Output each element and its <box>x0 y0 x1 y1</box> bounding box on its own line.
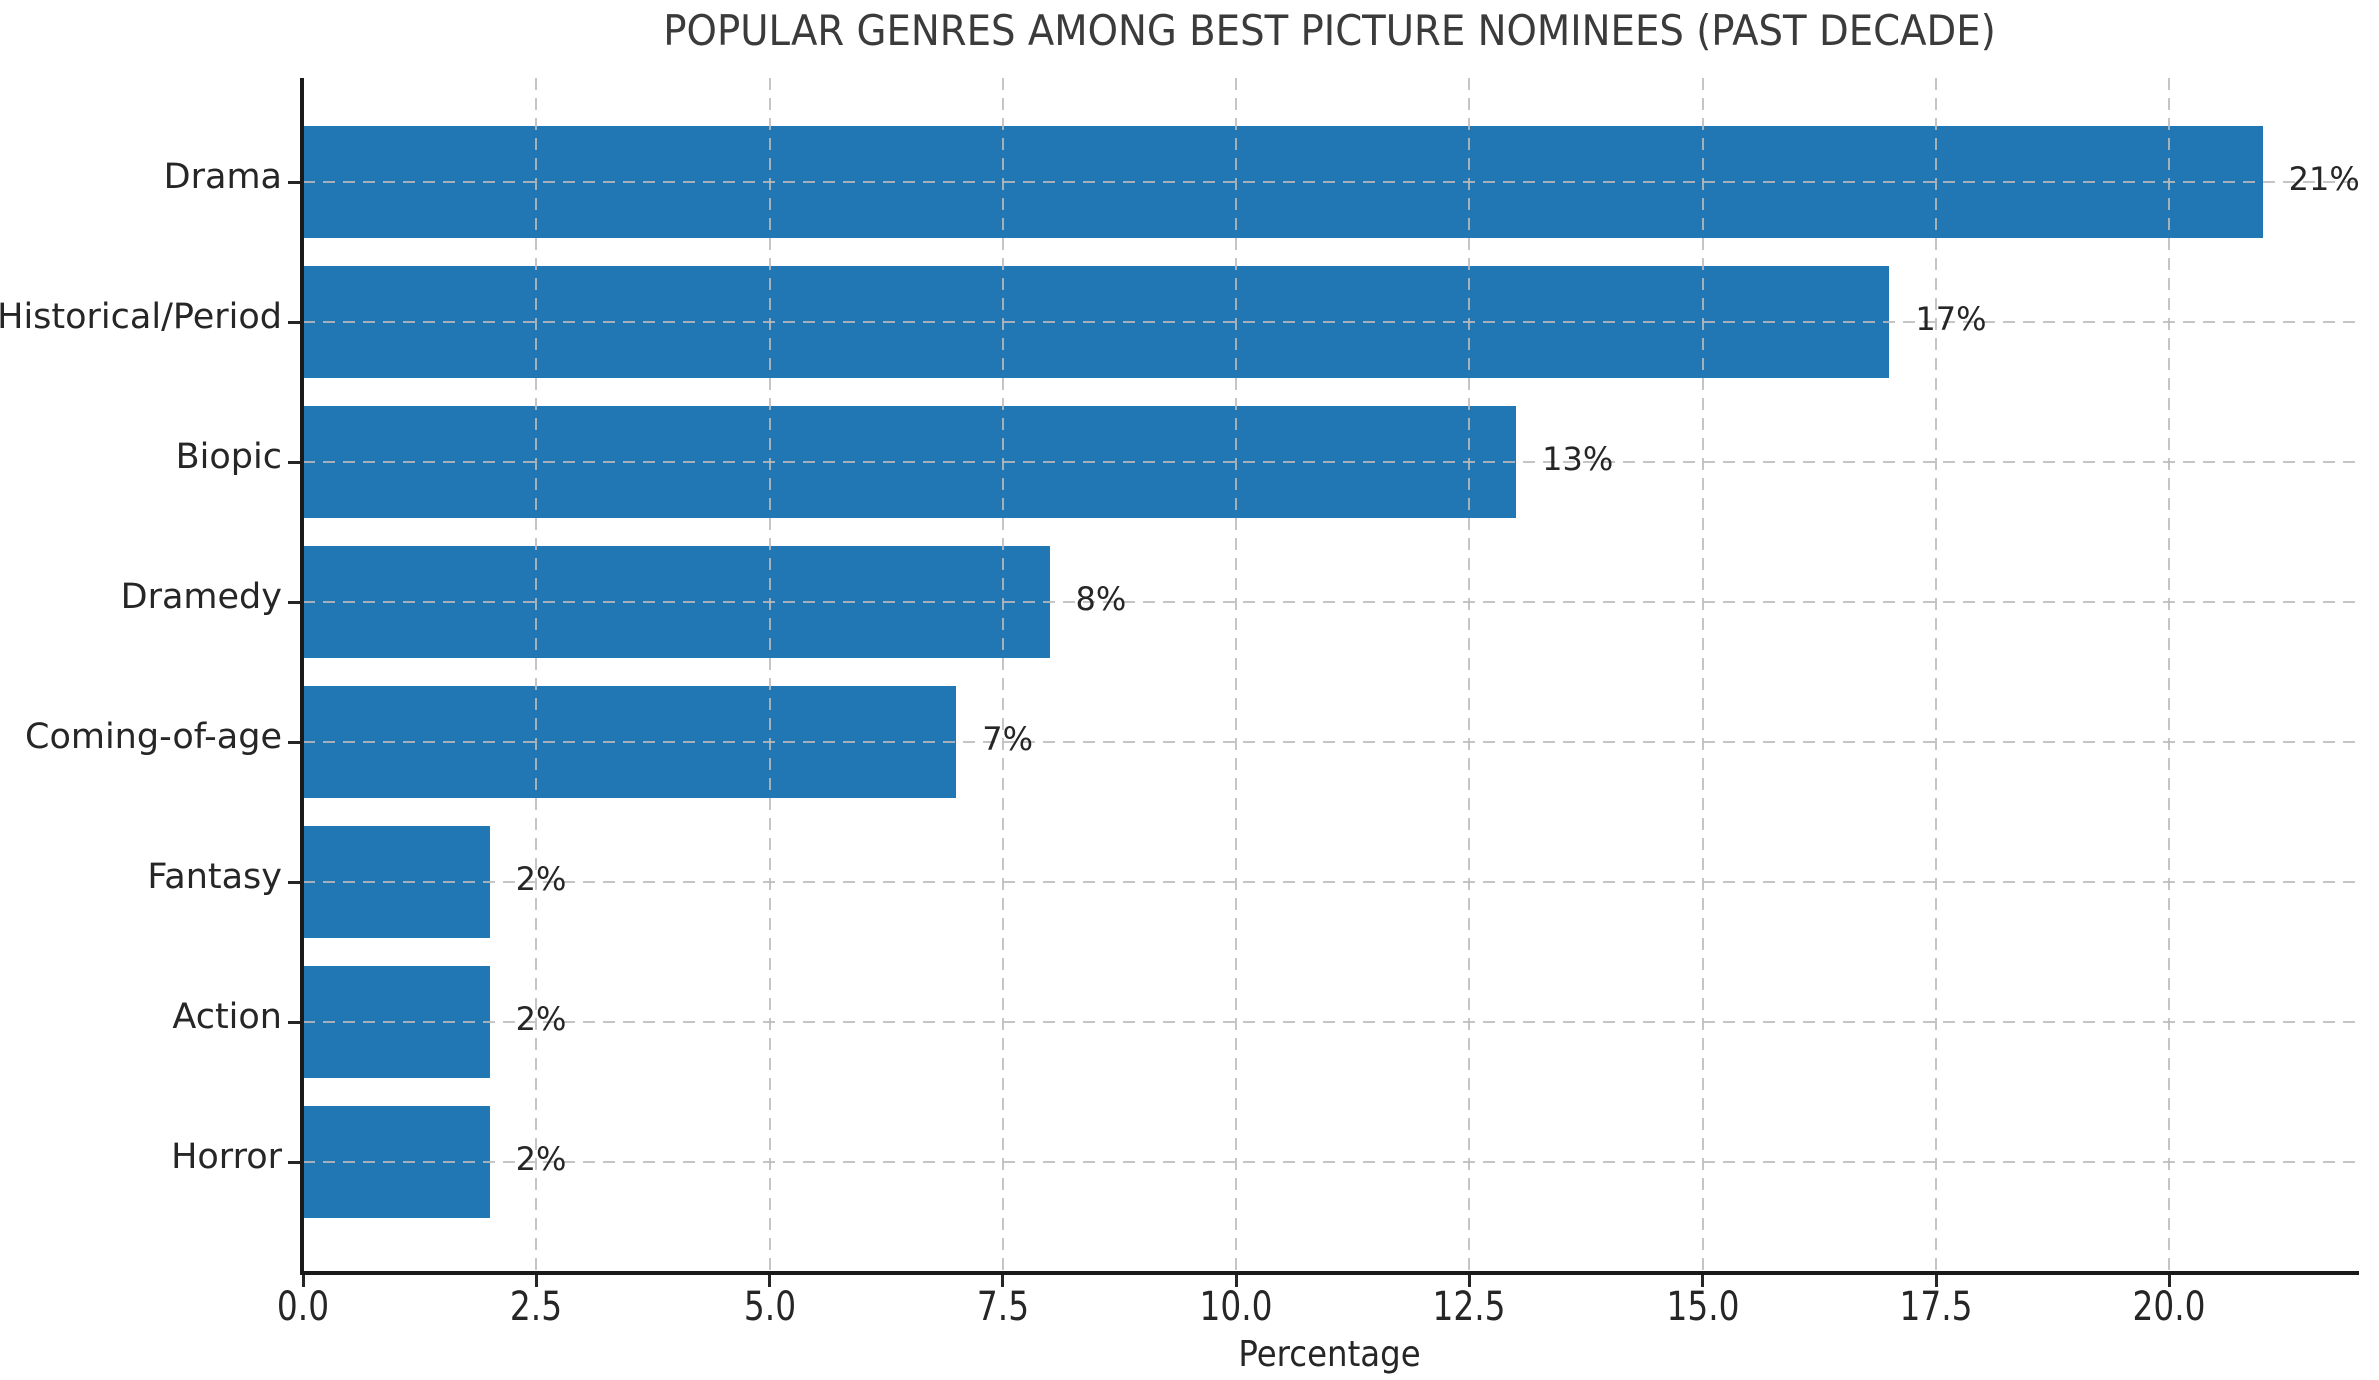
y-gridline-dramedy <box>303 601 2356 603</box>
x-tick-label-5.0: 5.0 <box>743 1284 796 1330</box>
x-tick-mark <box>1467 1275 1471 1287</box>
x-tick-label-17.5: 17.5 <box>1899 1284 1973 1330</box>
x-gridline-2.5 <box>535 78 538 1271</box>
x-tick-mark <box>1701 1275 1705 1287</box>
x-tick-label-0.0: 0.0 <box>276 1284 330 1330</box>
x-tick-label-12.5: 12.5 <box>1432 1284 1506 1330</box>
x-gridline-12.5 <box>1468 78 1471 1271</box>
x-gridline-10.0 <box>1235 78 1238 1271</box>
y-axis-label-drama: Drama <box>163 157 282 197</box>
x-gridline-7.5 <box>1001 78 1004 1271</box>
bar-value-label-biopic: 13% <box>1542 440 1614 478</box>
y-axis-label-horror: Horror <box>171 1137 282 1177</box>
x-gridline-20.0 <box>2168 78 2171 1271</box>
y-gridline-action <box>303 1021 2356 1023</box>
x-tick-mark <box>1934 1275 1938 1287</box>
x-gridline-5.0 <box>768 78 771 1271</box>
x-tick-mark <box>2167 1275 2171 1287</box>
bar-value-label-horror: 2% <box>515 1140 567 1178</box>
x-gridline-15.0 <box>1701 78 1704 1271</box>
y-tick-mark <box>288 460 300 464</box>
y-axis-label-coming-of-age: Coming-of-age <box>25 717 282 757</box>
bar-value-label-action: 2% <box>515 1000 567 1038</box>
y-tick-mark <box>288 880 300 884</box>
plot-area: 21% 17% 13% 8% 7% 2% 2% 2% <box>288 78 2360 1287</box>
x-axis-title: Percentage <box>1238 1334 1421 1375</box>
bar-value-label-coming-of-age: 7% <box>982 720 1033 758</box>
x-tick-mark <box>768 1275 772 1287</box>
y-tick-mark <box>288 1020 300 1024</box>
y-gridline-horror <box>303 1161 2356 1163</box>
chart-title: POPULAR GENRES AMONG BEST PICTURE NOMINE… <box>663 6 1996 55</box>
x-tick-label-10.0: 10.0 <box>1199 1284 1273 1330</box>
x-tick-mark <box>1234 1275 1238 1287</box>
x-axis-spine <box>300 1271 2359 1275</box>
bar-value-label-historical-period: 17% <box>1915 300 1987 338</box>
y-tick-mark <box>288 1160 300 1164</box>
y-axis-spine <box>300 78 304 1274</box>
y-axis-label-biopic: Biopic <box>175 437 282 477</box>
x-tick-mark <box>534 1275 538 1287</box>
y-tick-mark <box>288 180 300 184</box>
x-tick-label-15.0: 15.0 <box>1666 1284 1740 1330</box>
y-axis-label-action: Action <box>172 997 282 1037</box>
bar-value-label-fantasy: 2% <box>515 860 567 898</box>
y-gridline-fantasy <box>303 881 2356 883</box>
y-gridline-drama <box>303 181 2356 183</box>
x-gridline-17.5 <box>1935 78 1938 1271</box>
x-tick-label-7.5: 7.5 <box>976 1284 1029 1330</box>
y-axis-label-dramedy: Dramedy <box>120 577 282 617</box>
x-tick-mark <box>301 1275 305 1287</box>
y-gridline-historical-period <box>303 321 2356 323</box>
bar-value-label-drama: 21% <box>2288 160 2360 198</box>
y-tick-mark <box>288 600 300 604</box>
x-tick-mark <box>1001 1275 1005 1287</box>
y-tick-mark <box>288 740 300 744</box>
bar-value-label-dramedy: 8% <box>1075 580 1127 618</box>
y-tick-mark <box>288 320 300 324</box>
x-tick-label-2.5: 2.5 <box>510 1284 563 1330</box>
y-axis-label-historical-period: Historical/Period <box>0 297 282 337</box>
x-tick-label-20.0: 20.0 <box>2132 1284 2206 1330</box>
y-axis-label-fantasy: Fantasy <box>147 857 282 897</box>
y-gridline-biopic <box>303 461 2356 463</box>
y-gridline-coming-of-age <box>303 741 2356 743</box>
